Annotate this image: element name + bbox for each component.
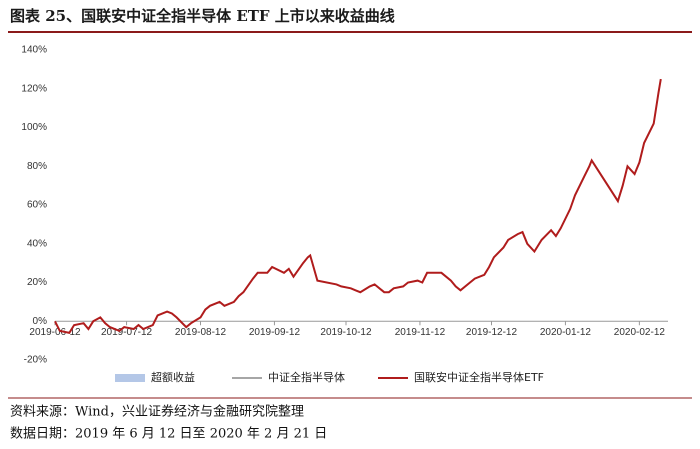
legend-label: 超额收益 — [151, 370, 195, 384]
x-tick-label: 2019-12-12 — [466, 327, 518, 338]
date-note: 数据日期：2019 年 6 月 12 日至 2020 年 2 月 21 日 — [10, 427, 327, 442]
y-tick-label: 100% — [21, 122, 47, 133]
y-tick-label: 0% — [33, 316, 48, 327]
x-tick-label: 2019-06-12 — [29, 327, 81, 338]
x-tick-label: 2020-02-12 — [614, 327, 666, 338]
y-tick-label: 140% — [21, 45, 47, 56]
legend-label: 中证全指半导体 — [268, 370, 345, 384]
x-tick-label: 2020-01-12 — [540, 327, 592, 338]
legend-label: 国联安中证全指半导体ETF — [414, 370, 544, 384]
legend-swatch — [115, 374, 145, 382]
series-line — [54, 78, 662, 335]
y-tick-label: 20% — [27, 277, 47, 288]
y-tick-label: 60% — [27, 200, 47, 211]
x-tick-label: 2019-08-12 — [175, 327, 227, 338]
y-tick-label: -20% — [24, 355, 47, 366]
source-note: 资料来源：Wind，兴业证券经济与金融研究院整理 — [10, 404, 304, 420]
x-tick-label: 2019-10-12 — [320, 327, 372, 338]
x-tick-label: 2019-07-12 — [101, 327, 153, 338]
y-tick-label: 120% — [21, 83, 47, 94]
chart-title: 图表 25、国联安中证全指半导体 ETF 上市以来收益曲线 — [10, 7, 395, 25]
x-tick-label: 2019-11-12 — [395, 327, 446, 338]
y-tick-label: 80% — [27, 161, 47, 172]
x-tick-label: 2019-09-12 — [249, 327, 301, 338]
y-tick-label: 40% — [27, 238, 47, 249]
